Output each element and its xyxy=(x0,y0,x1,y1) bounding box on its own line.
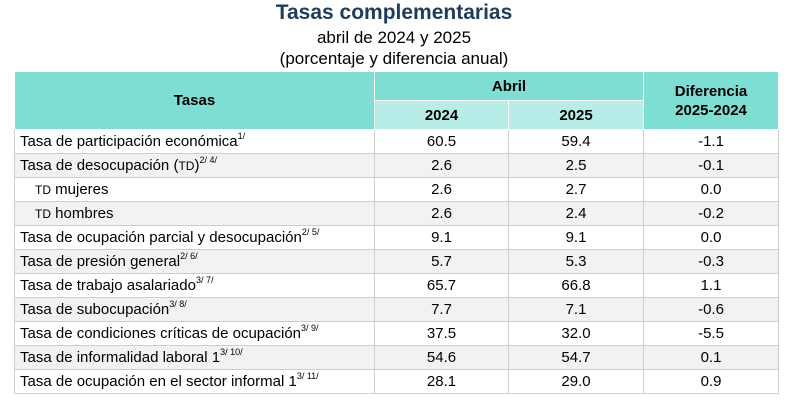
header-2024: 2024 xyxy=(374,100,509,130)
row-label-text: Tasa de desocupación ( xyxy=(20,157,179,174)
header-diferencia-line1: Diferencia xyxy=(674,82,748,100)
cell-diff: -0.1 xyxy=(643,153,779,178)
table-row: Tasa de informalidad laboral 13/ 10/ 54.… xyxy=(14,345,779,370)
table-row: Tasa de ocupación en el sector informal … xyxy=(14,369,779,394)
row-label: Tasa de informalidad laboral 13/ 10/ xyxy=(14,345,375,370)
table-row: Tasa de condiciones críticas de ocupació… xyxy=(14,321,779,346)
header-2025: 2025 xyxy=(507,100,645,130)
row-label: Tasa de trabajo asalariado3/ 7/ xyxy=(14,273,375,298)
table-row: Tasa de trabajo asalariado3/ 7/ 65.7 66.… xyxy=(14,273,779,298)
row-label-text: Tasa de subocupación xyxy=(20,301,170,318)
cell-2024: 60.5 xyxy=(374,129,509,154)
row-label-abbr: TD xyxy=(35,183,51,197)
page-title: Tasas complementarias xyxy=(275,1,513,24)
footnote-ref: 3/ 7/ xyxy=(195,275,214,285)
table-row: Tasa de subocupación3/ 8/ 7.7 7.1 -0.6 xyxy=(14,297,779,322)
row-label: Tasa de ocupación parcial y desocupación… xyxy=(14,225,375,250)
cell-2024: 2.6 xyxy=(374,177,509,202)
cell-diff: 1.1 xyxy=(643,273,779,298)
footnote-ref: 3/ 10/ xyxy=(220,347,243,357)
row-label-text: Tasa de informalidad laboral 1 xyxy=(20,349,221,366)
cell-2024: 28.1 xyxy=(374,369,509,394)
cell-diff: -0.3 xyxy=(643,249,779,274)
row-label-text: Tasa de trabajo asalariado xyxy=(20,277,196,294)
row-label-text: hombres xyxy=(51,205,114,222)
footnote-ref: 2/ 4/ xyxy=(199,155,217,165)
table-row: Tasa de ocupación parcial y desocupación… xyxy=(14,225,779,250)
footnote-ref: 3/ 9/ xyxy=(301,323,319,333)
cell-diff: -0.6 xyxy=(643,297,779,322)
header-abril: Abril xyxy=(373,71,645,101)
table-body: Tasa de participación económica1/ 60.5 5… xyxy=(14,129,779,394)
cell-2025: 9.1 xyxy=(508,225,645,250)
cell-2025: 5.3 xyxy=(508,249,645,274)
row-label-text: Tasa de condiciones críticas de ocupació… xyxy=(20,325,302,342)
footnote-ref: 2/ 6/ xyxy=(180,251,198,261)
cell-diff: 0.0 xyxy=(643,177,779,202)
cell-2024: 54.6 xyxy=(374,345,509,370)
footnote-ref: 1/ xyxy=(237,131,246,141)
header-diferencia-line2: 2025-2024 xyxy=(675,101,747,119)
row-label-text: Tasa de participación económica xyxy=(20,133,238,150)
page-subtitle-units: (porcentaje y diferencia anual) xyxy=(279,49,509,68)
row-label-abbr: TD xyxy=(178,159,195,173)
row-label-abbr: TD xyxy=(35,207,51,221)
cell-diff: 0.1 xyxy=(643,345,779,370)
rates-table: Tasas Abril Diferencia 2025-2024 2024 20… xyxy=(14,71,780,394)
cell-2025: 29.0 xyxy=(508,369,645,394)
cell-2024: 9.1 xyxy=(374,225,509,250)
cell-2024: 65.7 xyxy=(374,273,509,298)
cell-2025: 66.8 xyxy=(508,273,645,298)
cell-2024: 2.6 xyxy=(374,201,509,226)
cell-diff: 0.9 xyxy=(643,369,779,394)
cell-diff: 0.0 xyxy=(643,225,779,250)
page-subtitle: abril de 2024 y 2025 xyxy=(316,28,472,47)
row-label: TD mujeres xyxy=(14,177,375,202)
cell-diff: -5.5 xyxy=(643,321,779,346)
cell-2025: 7.1 xyxy=(508,297,645,322)
cell-2025: 54.7 xyxy=(508,345,645,370)
table-row: TD hombres 2.6 2.4 -0.2 xyxy=(14,201,779,226)
cell-diff: -1.1 xyxy=(643,129,779,154)
cell-2025: 32.0 xyxy=(508,321,645,346)
footnote-ref: 2/ 5/ xyxy=(301,227,320,237)
cell-2025: 2.7 xyxy=(508,177,645,202)
table-row: Tasa de desocupación (TD)2/ 4/ 2.6 2.5 -… xyxy=(14,153,779,178)
cell-2024: 5.7 xyxy=(374,249,509,274)
cell-2024: 37.5 xyxy=(374,321,509,346)
header-tasas: Tasas xyxy=(14,71,375,130)
row-label: Tasa de subocupación3/ 8/ xyxy=(14,297,375,322)
cell-diff: -0.2 xyxy=(643,201,779,226)
cell-2025: 59.4 xyxy=(508,129,645,154)
row-label: TD hombres xyxy=(14,201,375,226)
cell-2025: 2.4 xyxy=(508,201,645,226)
cell-2025: 2.5 xyxy=(508,153,645,178)
table-row: Tasa de participación económica1/ 60.5 5… xyxy=(14,129,779,154)
footnote-ref: 3/ 11/ xyxy=(296,371,319,381)
row-label-text: Tasa de presión general xyxy=(20,253,181,270)
row-label: Tasa de participación económica1/ xyxy=(14,129,375,154)
row-label-tail: ) xyxy=(194,157,200,174)
row-label-text: Tasa de ocupación en el sector informal … xyxy=(20,373,297,390)
cell-2024: 2.6 xyxy=(374,153,509,178)
row-label: Tasa de desocupación (TD)2/ 4/ xyxy=(14,153,375,178)
row-label: Tasa de presión general2/ 6/ xyxy=(14,249,375,274)
row-label-text: Tasa de ocupación parcial y desocupación xyxy=(20,229,302,246)
row-label-text: mujeres xyxy=(51,181,109,198)
table-row: TD mujeres 2.6 2.7 0.0 xyxy=(14,177,779,202)
row-label: Tasa de condiciones críticas de ocupació… xyxy=(14,321,375,346)
header-diferencia: Diferencia 2025-2024 xyxy=(643,71,780,130)
cell-2024: 7.7 xyxy=(374,297,509,322)
row-label: Tasa de ocupación en el sector informal … xyxy=(14,369,375,394)
table-row: Tasa de presión general2/ 6/ 5.7 5.3 -0.… xyxy=(14,249,779,274)
footnote-ref: 3/ 8/ xyxy=(169,299,187,309)
